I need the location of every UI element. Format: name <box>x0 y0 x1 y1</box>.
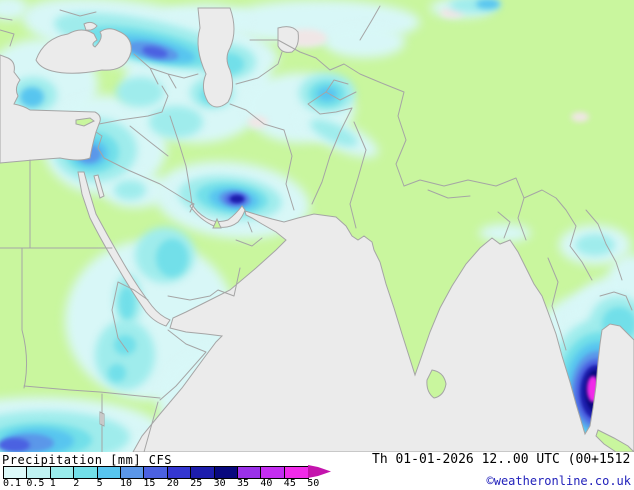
legend-footer: Precipitation [mm] CFS 0.1 0.5 1 2 5 10 15 20 25… <box>0 452 634 490</box>
country-borders <box>0 5 633 452</box>
color-scale-bar <box>3 466 310 479</box>
scale-value-label: 1 <box>49 478 56 489</box>
scale-segment <box>144 467 168 478</box>
scale-value-label: 2 <box>73 478 80 489</box>
scale-value-label: 10 <box>120 478 133 489</box>
precip-blob <box>142 46 168 58</box>
precip-blob <box>317 87 337 101</box>
precip-blob <box>575 234 615 256</box>
precip-blob <box>476 0 500 9</box>
precipitation-map[interactable] <box>0 0 634 452</box>
scale-value-label: 50 <box>307 478 320 489</box>
scale-segment <box>261 467 285 478</box>
precip-blob <box>325 26 405 58</box>
scale-value-label: 0.5 <box>26 478 45 489</box>
precip-blob <box>20 87 44 107</box>
precip-blob <box>114 180 146 200</box>
precip-blob <box>0 0 28 20</box>
scale-value-label: 5 <box>96 478 103 489</box>
copyright-notice: ©weatheronline.co.uk <box>486 474 632 488</box>
precip-blob <box>149 106 203 138</box>
scale-arrow <box>308 465 331 478</box>
scale-segment <box>167 467 192 478</box>
precip-blob <box>108 364 126 382</box>
precip-blob <box>0 438 30 452</box>
scale-segment <box>74 467 98 478</box>
precip-blob <box>230 195 244 203</box>
precip-blob <box>608 254 634 306</box>
scale-value-label: 40 <box>260 478 273 489</box>
scale-value-label: 15 <box>143 478 156 489</box>
scale-labels: 0.1 0.5 1 2 5 10 15 20 25 30 35 40 45 50 <box>0 478 634 490</box>
scale-value-label: 0.1 <box>3 478 22 489</box>
precip-blob <box>116 77 164 107</box>
legend-title: Precipitation [mm] CFS <box>2 453 172 467</box>
scale-segment <box>27 467 51 478</box>
precip-blob <box>571 112 589 122</box>
scale-value-label: 25 <box>190 478 203 489</box>
scale-segment <box>284 467 309 478</box>
precip-blob <box>156 239 188 277</box>
scale-segment <box>214 467 238 478</box>
scale-segment <box>120 467 145 478</box>
precip-blob <box>248 116 268 128</box>
precip-blob <box>119 287 135 319</box>
scale-segment <box>4 467 28 478</box>
scale-value-label: 45 <box>283 478 296 489</box>
scale-segment <box>237 467 262 478</box>
scale-value-label: 30 <box>213 478 226 489</box>
scale-segment <box>97 467 121 478</box>
scale-segment <box>191 467 215 478</box>
scale-value-label: 35 <box>237 478 250 489</box>
precip-blob <box>310 119 358 147</box>
forecast-datetime: Th 01-01-2026 12..00 UTC (00+1512 <box>372 452 631 467</box>
scale-segment <box>50 467 75 478</box>
precip-blob <box>114 335 136 355</box>
scale-value-label: 20 <box>166 478 179 489</box>
